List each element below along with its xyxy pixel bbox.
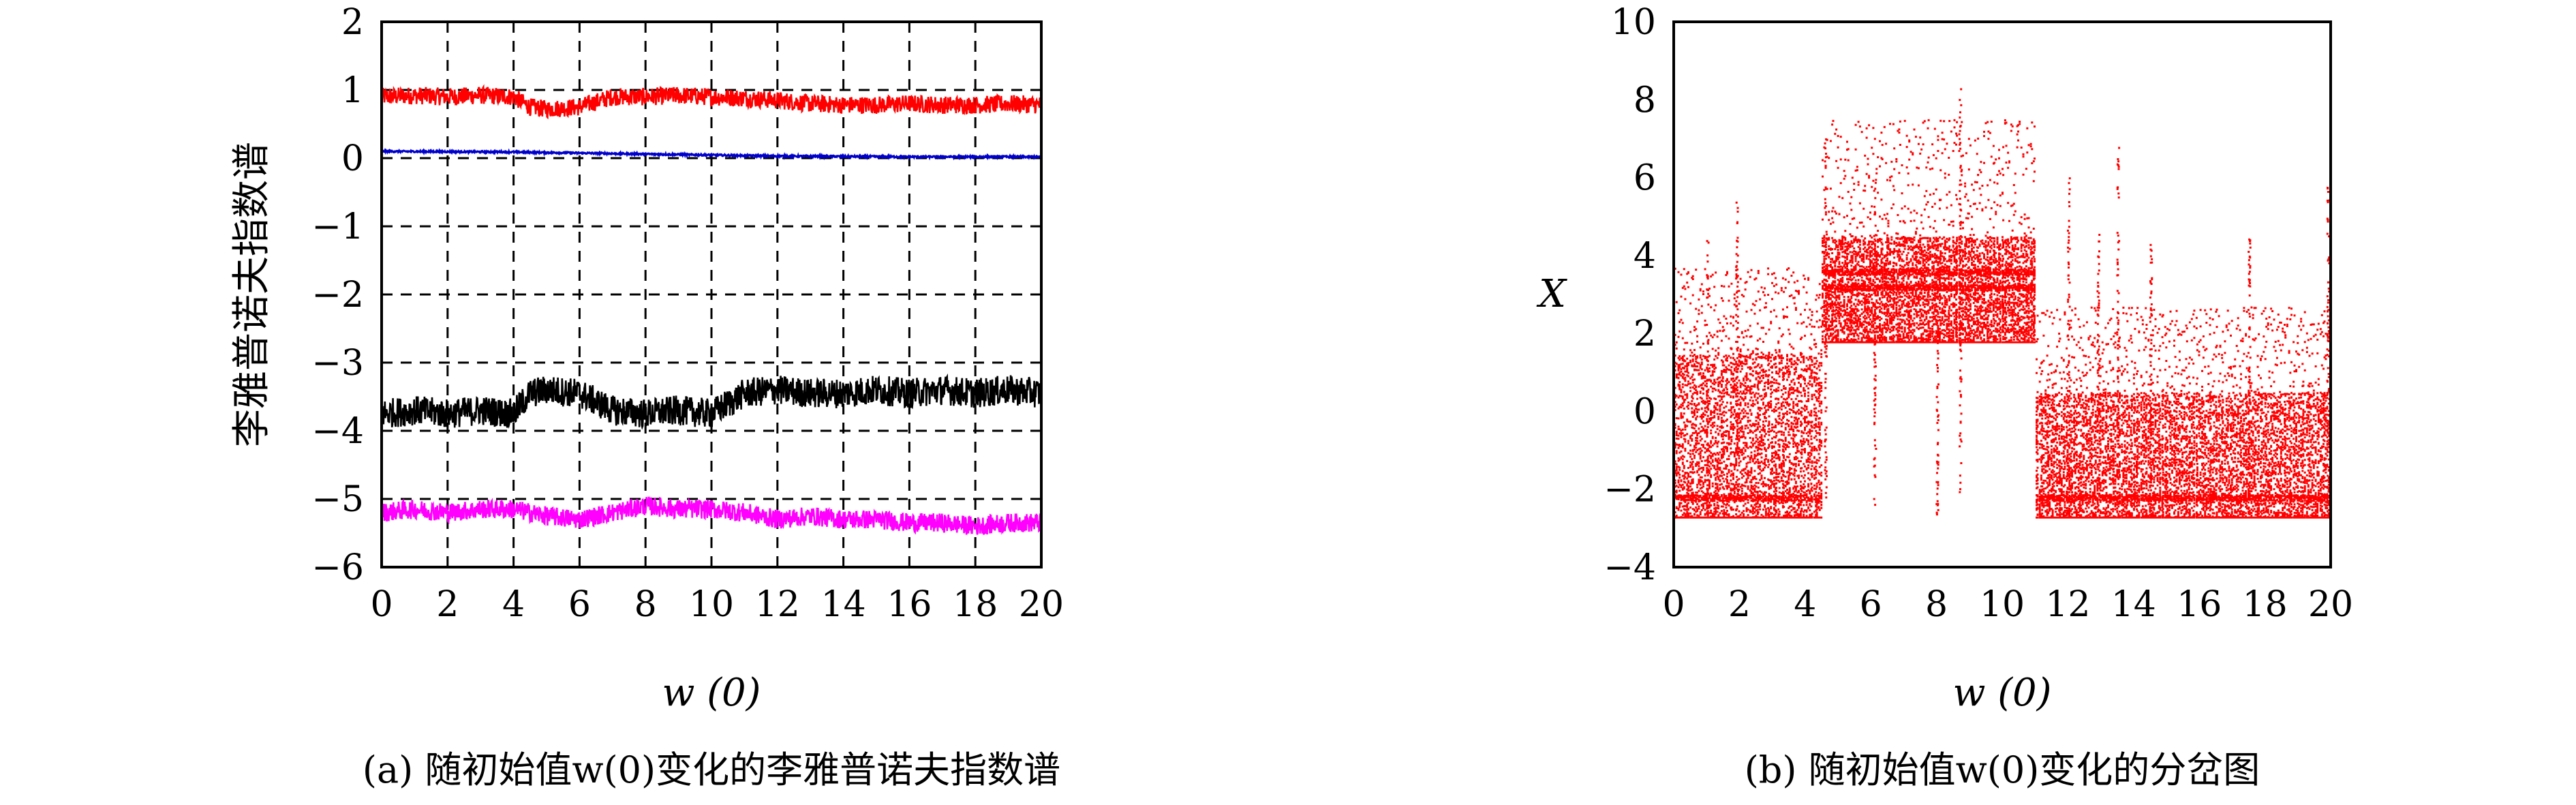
x-tick-label: 8 xyxy=(634,584,657,625)
caption-b: (b) 随初始值w(0)变化的分岔图 xyxy=(1745,748,2260,791)
x-tick-label: 4 xyxy=(502,584,525,625)
x-tick-label: 12 xyxy=(755,584,800,625)
x-tick-label: 2 xyxy=(1728,584,1751,625)
x-tick-label: 0 xyxy=(1662,584,1685,625)
y-tick-label: 0 xyxy=(341,138,364,179)
y-axis-label-b: X xyxy=(1536,272,1567,316)
x-tick-label: 10 xyxy=(1980,584,2025,625)
y-tick-label: −5 xyxy=(311,479,364,520)
x-tick-label: 2 xyxy=(436,584,459,625)
x-tick-label: 10 xyxy=(689,584,734,625)
x-tick-label: 0 xyxy=(370,584,393,625)
series-group-a xyxy=(380,84,1043,535)
y-tick-label: 10 xyxy=(1611,2,1656,43)
y-tick-label: −2 xyxy=(311,275,364,316)
x-axis-label-a: w (0) xyxy=(662,671,761,715)
x-tick-label: 4 xyxy=(1794,584,1816,625)
y-tick-label: 8 xyxy=(1634,80,1656,121)
caption-a: (a) 随初始值w(0)变化的李雅普诺夫指数谱 xyxy=(363,748,1060,791)
y-tick-label: 4 xyxy=(1634,236,1656,277)
series-line-4 xyxy=(380,496,1043,535)
series-line-2 xyxy=(380,148,1042,161)
y-tick-label: −4 xyxy=(311,411,364,452)
x-tick-label: 6 xyxy=(568,584,591,625)
y-tick-label: −6 xyxy=(311,547,364,588)
x-tick-label: 16 xyxy=(2177,584,2222,625)
x-tick-label: 16 xyxy=(887,584,932,625)
scatter-points-b xyxy=(1674,88,2332,519)
scatter-point-cloud xyxy=(1674,88,2332,519)
series-line-1 xyxy=(380,84,1042,120)
y-tick-label: 1 xyxy=(341,70,364,111)
y-axis-label-a: 李雅普诺夫指数谱 xyxy=(230,142,274,447)
y-tick-label: −3 xyxy=(311,343,364,384)
x-tick-label: 14 xyxy=(2111,584,2156,625)
x-axis-label-b: w (0) xyxy=(1952,671,2051,715)
y-tick-label: 2 xyxy=(341,2,364,43)
y-tick-label: 0 xyxy=(1634,391,1656,432)
y-tick-label: −4 xyxy=(1604,547,1656,588)
y-tick-label: 2 xyxy=(1634,314,1656,354)
y-tick-label: 6 xyxy=(1634,158,1656,199)
x-tick-label: 6 xyxy=(1860,584,1882,625)
x-tick-label: 8 xyxy=(1925,584,1948,625)
x-tick-label: 18 xyxy=(953,584,998,625)
plot-frame-b xyxy=(1672,20,2332,568)
series-line-3 xyxy=(380,373,1043,430)
x-tick-label: 14 xyxy=(821,584,866,625)
y-tick-label: −2 xyxy=(1604,470,1656,511)
x-tick-label: 20 xyxy=(2308,584,2353,625)
plot-frame-a xyxy=(380,20,1043,568)
x-tick-label: 12 xyxy=(2045,584,2090,625)
y-tick-label: −1 xyxy=(311,207,364,247)
x-tick-label: 18 xyxy=(2243,584,2288,625)
grid-a xyxy=(382,22,1041,567)
x-tick-label: 20 xyxy=(1019,584,1064,625)
